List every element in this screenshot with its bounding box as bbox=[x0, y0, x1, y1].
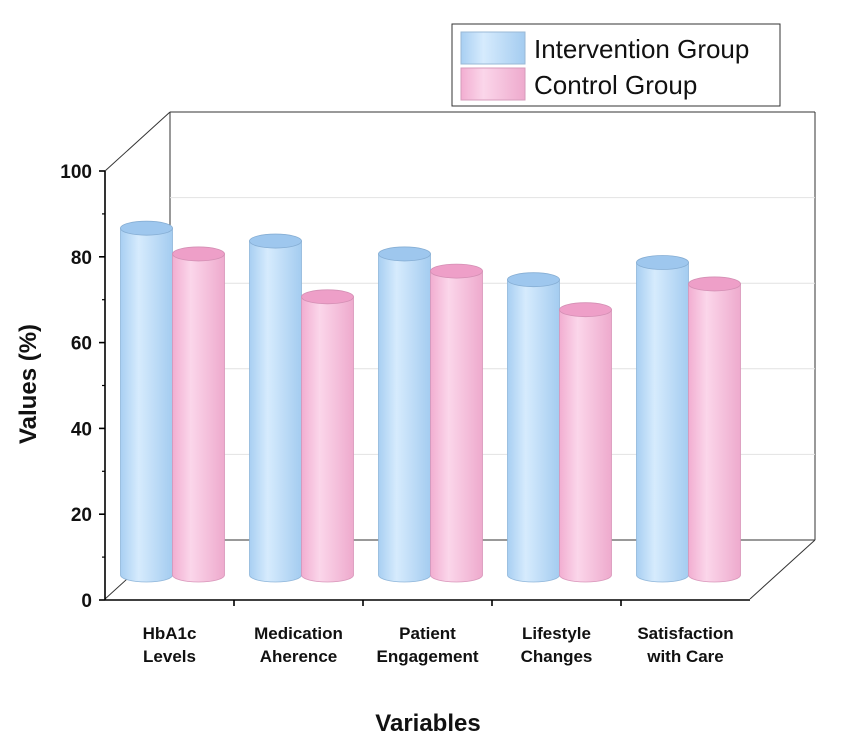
bar-cap bbox=[120, 220, 173, 236]
bar-cap bbox=[249, 233, 302, 249]
bar bbox=[688, 276, 741, 583]
bar-cap bbox=[172, 246, 225, 262]
bar-cap bbox=[301, 289, 354, 305]
bar-cap bbox=[559, 302, 612, 318]
bar-body bbox=[378, 253, 431, 583]
bar-body bbox=[172, 253, 225, 583]
bar bbox=[636, 255, 689, 583]
bar bbox=[120, 220, 173, 583]
bar-body bbox=[559, 309, 612, 583]
bar-body bbox=[688, 283, 741, 583]
y-tick-label: 40 bbox=[71, 419, 92, 440]
bar bbox=[430, 263, 483, 583]
bar-body bbox=[120, 227, 173, 583]
bar-cap bbox=[507, 272, 560, 288]
x-tick-label: HbA1c Levels bbox=[143, 624, 197, 666]
bar-body bbox=[249, 240, 302, 583]
y-axis-title: Values (%) bbox=[15, 324, 42, 444]
x-tick-label: Satisfaction with Care bbox=[637, 624, 733, 666]
legend-label-control: Control Group bbox=[534, 70, 697, 100]
bar bbox=[559, 302, 612, 583]
bar-body bbox=[507, 279, 560, 583]
x-ticks: HbA1c Levels Medication Aherence Patient Enga… bbox=[143, 600, 734, 666]
y-tick-label: 100 bbox=[60, 162, 92, 183]
y-tick-label: 0 bbox=[81, 591, 92, 612]
x-axis-title: Variables bbox=[375, 710, 480, 737]
legend-swatch-intervention bbox=[460, 31, 526, 65]
bar bbox=[378, 246, 431, 583]
y-ticks: 0 20 40 60 80 100 bbox=[60, 162, 105, 612]
bar bbox=[249, 233, 302, 583]
bar bbox=[172, 246, 225, 583]
bar bbox=[301, 289, 354, 583]
y-tick-label: 60 bbox=[71, 334, 92, 355]
legend: Intervention Group Control Group bbox=[451, 23, 781, 107]
bar-body bbox=[301, 296, 354, 583]
x-tick-label: Lifestyle Changes bbox=[521, 624, 593, 666]
legend-swatch-control bbox=[460, 67, 526, 101]
bar-body bbox=[636, 262, 689, 583]
bar-cap bbox=[636, 255, 689, 270]
bar bbox=[507, 272, 560, 583]
bar-cap bbox=[688, 276, 741, 292]
y-tick-label: 80 bbox=[71, 248, 92, 269]
x-tick-label: Medication Aherence bbox=[254, 624, 343, 666]
bar-cap bbox=[378, 246, 431, 262]
y-tick-label: 20 bbox=[71, 505, 92, 526]
legend-label-intervention: Intervention Group bbox=[534, 34, 749, 64]
bar-cap bbox=[430, 263, 483, 279]
bar-body bbox=[430, 270, 483, 583]
bars bbox=[120, 220, 741, 583]
x-tick-label: Patient Engagement bbox=[376, 624, 478, 666]
